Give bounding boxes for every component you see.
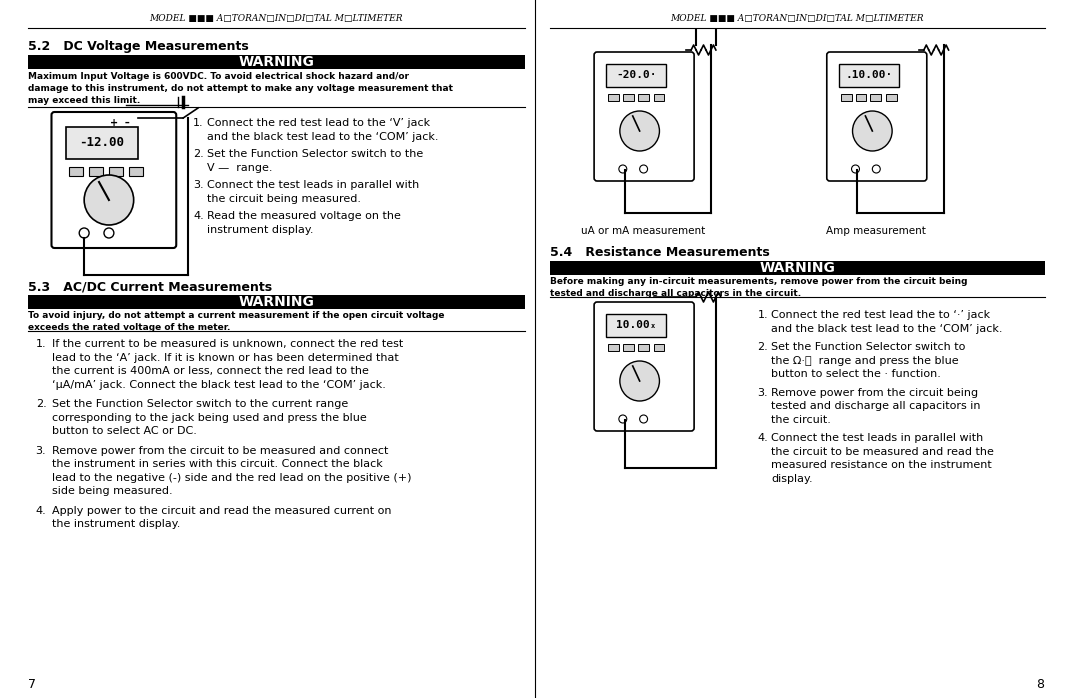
- Bar: [606, 64, 666, 87]
- Bar: [637, 94, 649, 101]
- Bar: [608, 94, 619, 101]
- Text: 5.4   Resistance Measurements: 5.4 Resistance Measurements: [550, 246, 769, 259]
- Bar: [550, 261, 1044, 275]
- Text: 1.: 1.: [757, 310, 768, 320]
- Text: 1.: 1.: [193, 118, 204, 128]
- Bar: [839, 64, 899, 87]
- Text: Remove power from the circuit to be measured and connect
the instrument in serie: Remove power from the circuit to be meas…: [53, 445, 411, 496]
- Circle shape: [104, 228, 113, 238]
- Bar: [653, 344, 664, 351]
- Text: Set the Function Selector switch to the current range
corresponding to the jack : Set the Function Selector switch to the …: [53, 399, 367, 436]
- Text: Connect the test leads in parallel with
the circuit being measured.: Connect the test leads in parallel with …: [207, 180, 419, 204]
- Bar: [653, 94, 664, 101]
- Text: WARNING: WARNING: [239, 295, 314, 309]
- Text: 7: 7: [28, 678, 36, 692]
- Text: WARNING: WARNING: [239, 55, 314, 69]
- Bar: [623, 94, 634, 101]
- Text: 2.: 2.: [757, 342, 768, 352]
- Bar: [66, 127, 137, 159]
- Text: +  –: + –: [110, 118, 130, 128]
- Bar: [606, 314, 666, 337]
- Text: Apply power to the circuit and read the measured current on
the instrument displ: Apply power to the circuit and read the …: [53, 505, 392, 529]
- Text: 5.2   DC Voltage Measurements: 5.2 DC Voltage Measurements: [28, 40, 248, 53]
- Text: 1.: 1.: [36, 339, 46, 349]
- Circle shape: [619, 165, 626, 173]
- Text: WARNING: WARNING: [759, 261, 835, 275]
- Text: uA or mA measurement: uA or mA measurement: [581, 226, 705, 236]
- Text: Connect the red test lead the to ‘·’ jack
and the black test lead to the ‘COM’ j: Connect the red test lead the to ‘·’ jac…: [771, 310, 1003, 334]
- Text: 4.: 4.: [757, 433, 768, 443]
- Bar: [887, 94, 897, 101]
- Text: Connect the test leads in parallel with
the circuit to be measured and read the
: Connect the test leads in parallel with …: [771, 433, 995, 484]
- Text: 4.: 4.: [193, 211, 204, 221]
- Text: 3.: 3.: [193, 180, 204, 190]
- Bar: [90, 167, 103, 176]
- Circle shape: [620, 361, 660, 401]
- Circle shape: [619, 415, 626, 423]
- Text: MODEL ■■■ A□TORAN□IN□DI□TAL M□LTIMETER: MODEL ■■■ A□TORAN□IN□DI□TAL M□LTIMETER: [149, 13, 403, 22]
- Circle shape: [84, 175, 134, 225]
- Bar: [28, 55, 525, 69]
- Bar: [840, 94, 851, 101]
- Circle shape: [852, 111, 892, 151]
- Bar: [855, 94, 866, 101]
- Circle shape: [79, 228, 90, 238]
- Bar: [623, 344, 634, 351]
- Text: Set the Function Selector switch to
the Ω·⧖  range and press the blue
button to : Set the Function Selector switch to the …: [771, 342, 966, 379]
- Text: 5.3   AC/DC Current Measurements: 5.3 AC/DC Current Measurements: [28, 280, 272, 293]
- Circle shape: [620, 111, 660, 151]
- Circle shape: [873, 165, 880, 173]
- Bar: [608, 344, 619, 351]
- FancyBboxPatch shape: [594, 52, 694, 181]
- Text: Read the measured voltage on the
instrument display.: Read the measured voltage on the instrum…: [207, 211, 401, 235]
- Text: 3.: 3.: [36, 445, 46, 456]
- Circle shape: [851, 165, 860, 173]
- FancyBboxPatch shape: [52, 112, 176, 248]
- Text: 2.: 2.: [36, 399, 46, 409]
- FancyBboxPatch shape: [827, 52, 927, 181]
- Text: Remove power from the circuit being
tested and discharge all capacitors in
the c: Remove power from the circuit being test…: [771, 387, 981, 424]
- Bar: [69, 167, 83, 176]
- Text: Before making any in-circuit measurements, remove power from the circuit being
t: Before making any in-circuit measurement…: [550, 277, 967, 298]
- FancyBboxPatch shape: [594, 302, 694, 431]
- Text: -12.00: -12.00: [80, 137, 124, 149]
- Text: 10.00ₓ: 10.00ₓ: [616, 320, 657, 330]
- Text: 3.: 3.: [757, 387, 768, 397]
- Circle shape: [639, 415, 648, 423]
- Text: Maximum Input Voltage is 600VDC. To avoid electrical shock hazard and/or
damage : Maximum Input Voltage is 600VDC. To avoi…: [28, 72, 453, 105]
- Text: -20.0·: -20.0·: [616, 70, 657, 80]
- Bar: [129, 167, 143, 176]
- Text: .10.00·: .10.00·: [846, 70, 892, 80]
- Bar: [637, 344, 649, 351]
- Bar: [109, 167, 123, 176]
- Text: MODEL ■■■ A□TORAN□IN□DI□TAL M□LTIMETER: MODEL ■■■ A□TORAN□IN□DI□TAL M□LTIMETER: [671, 13, 923, 22]
- Text: Amp measurement: Amp measurement: [826, 226, 927, 236]
- Text: 8: 8: [1037, 678, 1044, 692]
- Bar: [28, 295, 525, 309]
- Text: Set the Function Selector switch to the
V —  range.: Set the Function Selector switch to the …: [207, 149, 423, 172]
- Bar: [870, 94, 881, 101]
- Text: To avoid injury, do not attempt a current measurement if the open circuit voltag: To avoid injury, do not attempt a curren…: [28, 311, 444, 332]
- Text: 2.: 2.: [193, 149, 204, 159]
- Circle shape: [639, 165, 648, 173]
- Text: 4.: 4.: [36, 505, 46, 516]
- Text: Connect the red test lead to the ‘V’ jack
and the black test lead to the ‘COM’ j: Connect the red test lead to the ‘V’ jac…: [207, 118, 438, 142]
- Text: If the current to be measured is unknown, connect the red test
lead to the ‘A’ j: If the current to be measured is unknown…: [53, 339, 404, 389]
